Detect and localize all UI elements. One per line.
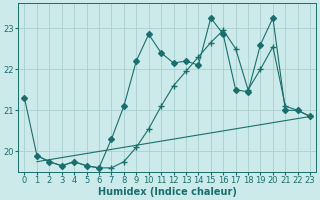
X-axis label: Humidex (Indice chaleur): Humidex (Indice chaleur) (98, 187, 237, 197)
